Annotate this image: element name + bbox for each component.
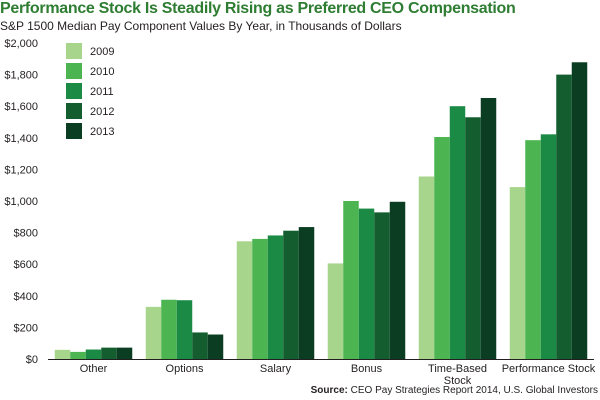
x-tick-label: Performance Stock [502,363,596,375]
source-label: Source: [310,385,348,396]
legend-label: 2013 [90,126,114,138]
legend-label: 2009 [90,46,114,58]
bar-2012 [283,230,299,359]
bar-2012 [101,347,117,359]
bar-2013 [389,201,406,359]
y-tick-label: $1,000 [4,196,38,208]
legend-label: 2010 [90,66,114,78]
y-tick-label: $2,000 [4,38,38,50]
bar-2009 [509,187,526,359]
bar-2011 [449,106,466,359]
y-tick-label: $400 [14,291,38,303]
bar-2012 [374,212,390,359]
x-tick-label: Salary [260,363,292,375]
bar-2012 [465,117,481,359]
bar-2010 [252,238,268,359]
bar-2012 [192,332,208,359]
legend: 2009 2010 2011 2012 2013 [66,43,114,139]
bar-2010 [525,140,541,359]
bar-2013 [480,97,497,359]
bar-2011 [85,349,102,359]
bar-2013 [298,227,315,359]
legend-swatch [66,43,82,59]
x-tick-label: Other [80,363,108,375]
bar-2013 [207,334,224,359]
y-tick-label: $1,200 [4,164,38,176]
legend-label: 2011 [90,86,114,98]
bar-2010 [70,351,86,359]
bar-2009 [236,241,253,359]
bar-2010 [161,299,177,359]
bar-2013 [116,347,133,359]
y-tick-label: $1,800 [4,70,38,82]
x-tick-label: Stock [444,375,472,387]
source-note: Source: CEO Pay Strategies Report 2014, … [311,385,598,396]
y-tick-label: $200 [14,322,38,334]
legend-swatch [66,123,82,139]
y-tick-label: $600 [14,259,38,271]
bars-group [54,62,588,359]
bar-2009 [327,263,344,359]
x-tick-label: Bonus [351,363,383,375]
legend-label: 2012 [90,106,114,118]
legend-swatch [66,63,82,79]
bar-2011 [176,300,193,359]
bar-2012 [556,74,572,359]
chart-title: Performance Stock Is Steadily Rising as … [0,0,516,17]
x-tick-label: Options [166,363,204,375]
y-axis: $0 $200 $400 $600 $800 $1,000 $1,200 $1,400 $1,6… [4,38,38,366]
legend-swatch [66,83,82,99]
bar-2009 [145,306,162,359]
x-tick-label: Time-Based [428,363,487,375]
y-tick-label: $0 [26,354,38,366]
bar-2010 [343,201,359,359]
source-text: CEO Pay Strategies Report 2014, U.S. Glo… [347,385,598,396]
bar-2011 [267,235,284,359]
y-tick-label: $1,400 [4,133,38,145]
chart-subtitle: S&P 1500 Median Pay Component Values By … [0,19,402,33]
y-tick-label: $800 [14,228,38,240]
legend-swatch [66,103,82,119]
y-tick-label: $1,600 [4,101,38,113]
bar-2013 [571,62,588,359]
bar-2011 [540,134,557,359]
bar-2009 [418,176,435,359]
bar-2011 [358,208,375,359]
bar-2009 [54,349,71,359]
bar-2010 [434,137,450,359]
